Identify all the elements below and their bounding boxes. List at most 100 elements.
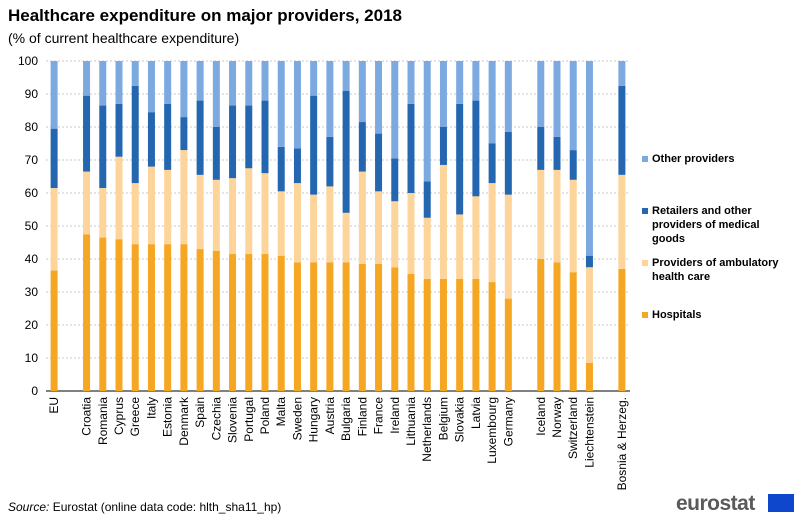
bar-hospitals — [164, 244, 172, 391]
bar-ambulatory — [245, 168, 253, 255]
x-tick-label: Slovakia — [453, 397, 467, 443]
x-tick-label: Italy — [144, 397, 158, 419]
bar-retailers — [407, 103, 415, 193]
x-tick-label: Iceland — [534, 397, 548, 436]
x-tick-label: Austria — [323, 397, 337, 435]
source-note: Source: Eurostat (online data code: hlth… — [8, 500, 281, 514]
legend-swatch-retailers — [642, 208, 648, 214]
bar-ambulatory — [456, 214, 464, 279]
bar-other — [375, 61, 383, 134]
eu-flag-icon — [768, 494, 794, 512]
bar-retailers — [115, 103, 123, 157]
bar-retailers — [488, 143, 496, 184]
bar-retailers — [50, 128, 58, 189]
bar-other — [326, 61, 334, 137]
bar-other — [196, 61, 204, 101]
bar-hospitals — [99, 237, 107, 391]
y-tick-label: 60 — [25, 186, 39, 200]
bar-ambulatory — [164, 169, 172, 245]
bar-retailers — [358, 122, 366, 172]
bar-hospitals — [147, 244, 155, 391]
chart-subtitle: (% of current healthcare expenditure) — [8, 30, 240, 46]
bar-hospitals — [261, 254, 269, 391]
bar-hospitals — [326, 262, 334, 391]
bar-ambulatory — [618, 174, 626, 269]
bar-other — [618, 61, 626, 86]
bar-retailers — [326, 136, 334, 187]
bar-other — [83, 61, 91, 96]
bar-retailers — [229, 105, 237, 179]
bar-hospitals — [456, 278, 464, 391]
bar-other — [310, 61, 318, 96]
bar-retailers — [456, 103, 464, 215]
bar-hospitals — [83, 234, 91, 391]
bar-other — [245, 61, 253, 106]
bar-ambulatory — [310, 194, 318, 263]
bar-hospitals — [504, 298, 512, 391]
bar-ambulatory — [488, 183, 496, 283]
bar-hospitals — [537, 259, 545, 391]
x-tick-label: Finland — [355, 397, 369, 436]
bar-ambulatory — [293, 183, 301, 263]
bar-other — [229, 61, 237, 106]
x-tick-label: Poland — [258, 397, 272, 434]
bar-hospitals — [391, 267, 399, 391]
x-tick-label: Greece — [128, 397, 142, 437]
bar-hospitals — [488, 282, 496, 391]
bar-retailers — [196, 100, 204, 175]
bar-retailers — [375, 133, 383, 192]
bar-hospitals — [375, 263, 383, 391]
bar-ambulatory — [261, 173, 269, 255]
bar-retailers — [391, 158, 399, 202]
bar-other — [50, 61, 58, 129]
bar-other — [472, 61, 480, 101]
bar-hospitals — [180, 244, 188, 391]
source-text: Eurostat (online data code: hlth_sha11_h… — [49, 500, 282, 514]
bar-other — [553, 61, 561, 137]
bar-other — [99, 61, 107, 106]
x-tick-label: Germany — [501, 397, 515, 446]
x-tick-label: Croatia — [80, 397, 94, 436]
source-label: Source: — [8, 500, 50, 514]
y-tick-label: 10 — [25, 351, 39, 365]
bar-other — [569, 61, 577, 151]
x-tick-label: Norway — [550, 397, 564, 438]
x-tick-label: Estonia — [161, 397, 175, 437]
bar-retailers — [245, 105, 253, 169]
bar-ambulatory — [50, 188, 58, 271]
bar-ambulatory — [277, 191, 285, 256]
bar-hospitals — [131, 244, 139, 391]
bar-other — [537, 61, 545, 127]
bar-retailers — [180, 117, 188, 151]
bar-ambulatory — [569, 179, 577, 273]
bar-ambulatory — [391, 201, 399, 268]
bar-retailers — [131, 85, 139, 184]
bar-other — [180, 61, 188, 118]
bar-retailers — [342, 90, 350, 213]
bar-ambulatory — [326, 186, 334, 263]
bar-retailers — [293, 148, 301, 184]
y-tick-label: 20 — [25, 318, 39, 332]
bar-ambulatory — [358, 171, 366, 264]
legend-label-retailers: Retailers and other providers of medical… — [652, 205, 760, 245]
bar-other — [504, 61, 512, 132]
bar-hospitals — [407, 273, 415, 391]
bar-other — [164, 61, 172, 104]
legend-label-other: Other providers — [652, 153, 735, 165]
bar-hospitals — [358, 263, 366, 391]
bar-retailers — [585, 255, 593, 268]
bar-retailers — [618, 85, 626, 175]
bar-hospitals — [569, 272, 577, 391]
legend-swatch-ambulatory — [642, 260, 648, 266]
bar-ambulatory — [229, 178, 237, 255]
bar-other — [131, 61, 139, 86]
bar-hospitals — [293, 262, 301, 391]
bar-ambulatory — [342, 212, 350, 263]
x-tick-label: Liechtenstein — [582, 397, 596, 468]
bar-retailers — [423, 181, 431, 218]
x-tick-label: Luxembourg — [485, 397, 499, 464]
bar-other — [488, 61, 496, 144]
legend-swatch-other — [642, 156, 648, 162]
y-tick-label: 30 — [25, 285, 39, 299]
